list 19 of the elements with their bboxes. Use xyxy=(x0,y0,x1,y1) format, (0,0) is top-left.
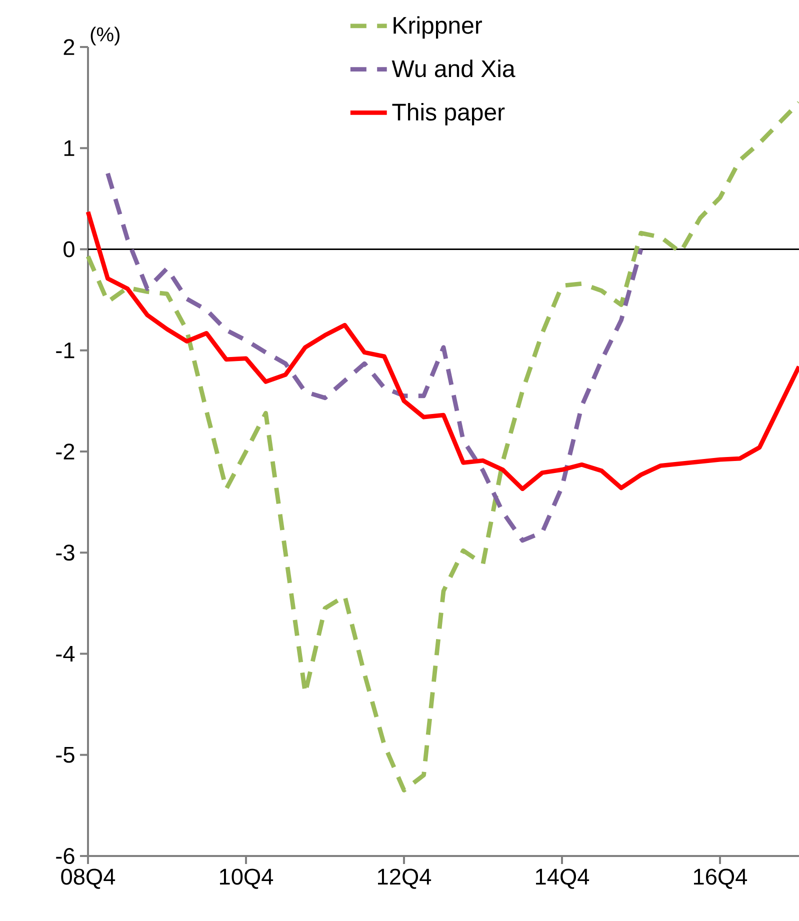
y-tick-label: -2 xyxy=(56,444,74,460)
y-tick-label: 2 xyxy=(64,39,74,55)
line-series xyxy=(106,171,644,543)
x-tick-label: 16Q4 xyxy=(694,868,748,889)
x-tick-label: 12Q4 xyxy=(378,868,432,889)
y-tick-label: 0 xyxy=(64,241,74,258)
x-tick-label: 08Q4 xyxy=(61,868,116,889)
x-tick-label: 14Q4 xyxy=(536,868,590,889)
y-tick-label: -3 xyxy=(56,544,74,561)
y-tick-label: -4 xyxy=(56,646,75,662)
legend-label: Wu and Xia xyxy=(392,60,516,78)
y-tick-label: -5 xyxy=(56,746,74,763)
x-tick-label: 10Q4 xyxy=(220,868,274,889)
legend-label: This paper xyxy=(392,102,505,126)
y-tick-label: -1 xyxy=(56,342,74,358)
y-tick-label: -6 xyxy=(56,848,74,864)
y-axis-title: (%) xyxy=(90,26,120,46)
y-tick-label: 1 xyxy=(64,140,74,156)
legend-label: Krippner xyxy=(394,16,482,39)
